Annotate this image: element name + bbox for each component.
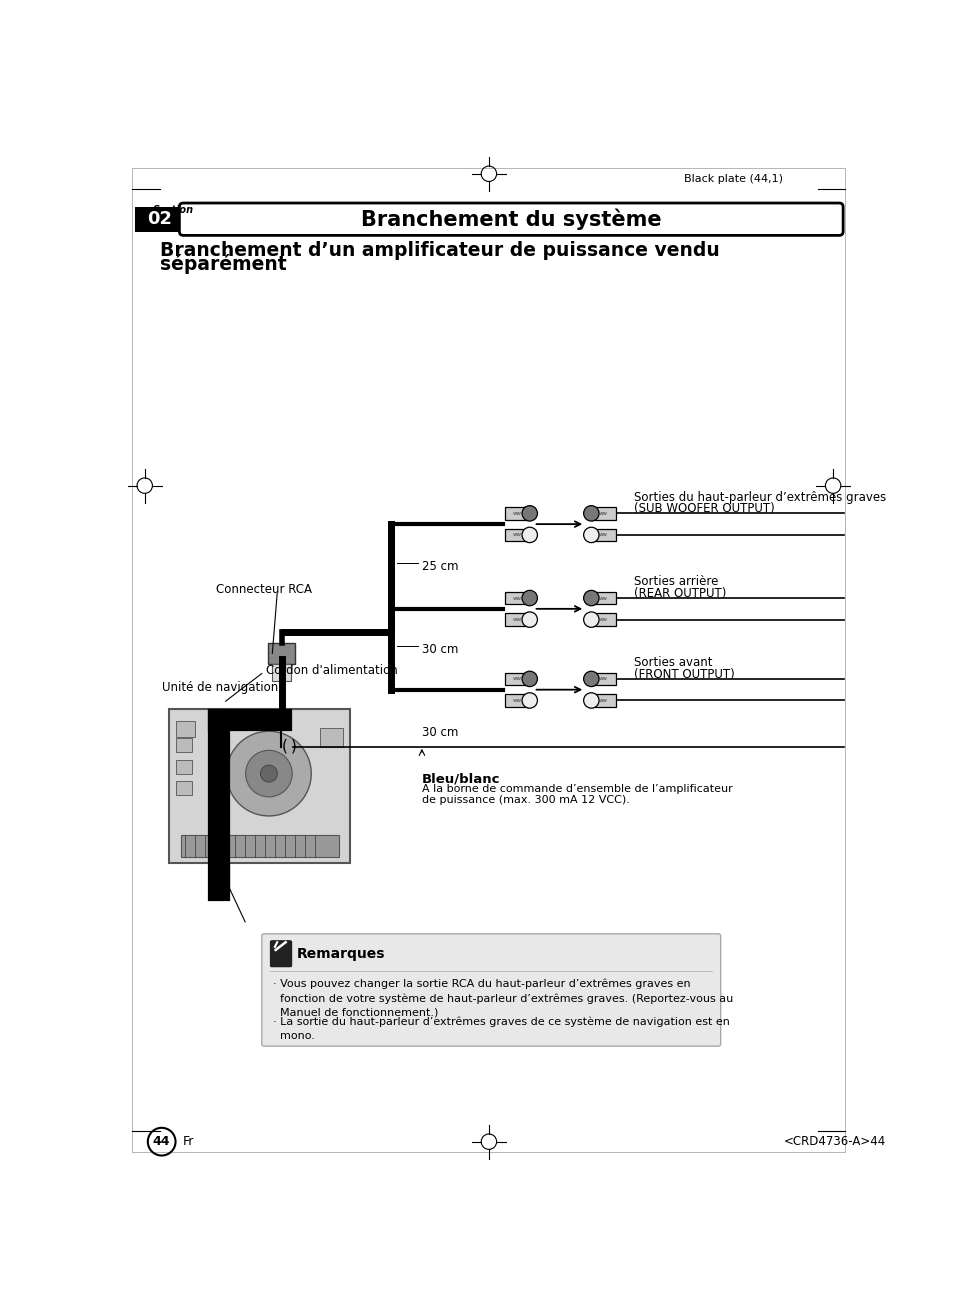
Circle shape (260, 765, 277, 782)
Text: ww: ww (598, 596, 607, 600)
Bar (268, 643, 295, 664)
Circle shape (583, 506, 598, 521)
Bar (591, 529, 616, 541)
Circle shape (583, 693, 598, 708)
Text: 30 cm: 30 cm (421, 643, 457, 656)
Text: (: ( (282, 738, 288, 753)
Text: Fr: Fr (183, 1136, 194, 1148)
Text: (REAR OUTPUT): (REAR OUTPUT) (633, 587, 725, 600)
Bar (504, 694, 529, 707)
Bar (175, 721, 194, 737)
Bar (504, 592, 529, 604)
Bar (504, 613, 529, 626)
Bar (170, 708, 350, 863)
Bar (591, 694, 616, 707)
Bar (504, 529, 529, 541)
Text: ww: ww (598, 617, 607, 622)
Bar (181, 835, 338, 857)
Circle shape (583, 591, 598, 605)
Bar (272, 664, 291, 681)
Text: Branchement du système: Branchement du système (360, 208, 660, 230)
Circle shape (521, 591, 537, 605)
Circle shape (521, 693, 537, 708)
Text: Black plate (44,1): Black plate (44,1) (683, 174, 781, 184)
Bar (175, 759, 193, 774)
Text: ww: ww (513, 532, 521, 537)
Text: de puissance (max. 300 mA 12 VCC).: de puissance (max. 300 mA 12 VCC). (421, 795, 629, 805)
FancyBboxPatch shape (179, 203, 842, 235)
Text: ww: ww (598, 511, 607, 516)
Circle shape (521, 672, 537, 686)
Bar (135, 207, 183, 231)
Text: Section: Section (152, 205, 193, 214)
Circle shape (521, 506, 537, 521)
Text: ww: ww (513, 677, 521, 681)
Bar (175, 738, 193, 752)
Text: séparément: séparément (160, 254, 287, 274)
Text: Unité de navigation: Unité de navigation (161, 681, 277, 694)
Text: ): ) (291, 738, 296, 753)
Bar (504, 507, 529, 519)
Circle shape (245, 750, 292, 797)
Text: 02: 02 (147, 210, 172, 229)
Text: <CRD4736-A>44: <CRD4736-A>44 (783, 1136, 885, 1148)
Text: A la borne de commande d’ensemble de l’amplificateur: A la borne de commande d’ensemble de l’a… (421, 784, 732, 795)
Circle shape (521, 527, 537, 542)
Circle shape (583, 527, 598, 542)
Bar (175, 782, 193, 795)
Text: Bleu/blanc: Bleu/blanc (421, 772, 500, 786)
Text: Sorties avant: Sorties avant (633, 656, 712, 669)
Text: · Vous pouvez changer la sortie RCA du haut-parleur d’extrêmes graves en
  fonct: · Vous pouvez changer la sortie RCA du h… (274, 979, 733, 1018)
Text: (SUB WOOFER OUTPUT): (SUB WOOFER OUTPUT) (633, 502, 774, 515)
Bar (319, 728, 342, 748)
Bar (591, 673, 616, 685)
Text: ww: ww (598, 677, 607, 681)
FancyBboxPatch shape (270, 941, 292, 967)
Text: Branchement d’un amplificateur de puissance vendu: Branchement d’un amplificateur de puissa… (160, 240, 720, 260)
Text: ww: ww (513, 617, 521, 622)
FancyBboxPatch shape (261, 933, 720, 1046)
Circle shape (521, 612, 537, 627)
Circle shape (226, 731, 311, 816)
Text: Connecteur RCA: Connecteur RCA (215, 583, 312, 596)
Text: ww: ww (513, 511, 521, 516)
Bar (591, 507, 616, 519)
Circle shape (583, 612, 598, 627)
Text: 25 cm: 25 cm (421, 559, 458, 572)
Bar (591, 592, 616, 604)
Text: 30 cm: 30 cm (421, 725, 457, 738)
Text: ww: ww (598, 532, 607, 537)
Bar (591, 613, 616, 626)
Text: ww: ww (598, 698, 607, 703)
Circle shape (583, 672, 598, 686)
Bar (504, 673, 529, 685)
Text: Sorties arrière: Sorties arrière (633, 575, 718, 588)
Text: ww: ww (513, 698, 521, 703)
Text: (FRONT OUTPUT): (FRONT OUTPUT) (633, 668, 734, 681)
Bar (210, 863, 229, 890)
Text: Cordon d'alimentation: Cordon d'alimentation (265, 664, 397, 677)
Text: Remarques: Remarques (296, 946, 384, 961)
Text: ww: ww (513, 596, 521, 600)
Text: Sorties du haut-parleur d’extrêmes graves: Sorties du haut-parleur d’extrêmes grave… (633, 490, 885, 503)
Text: · La sortie du haut-parleur d’extrêmes graves de ce système de navigation est en: · La sortie du haut-parleur d’extrêmes g… (274, 1017, 729, 1042)
Text: 44: 44 (152, 1136, 171, 1148)
